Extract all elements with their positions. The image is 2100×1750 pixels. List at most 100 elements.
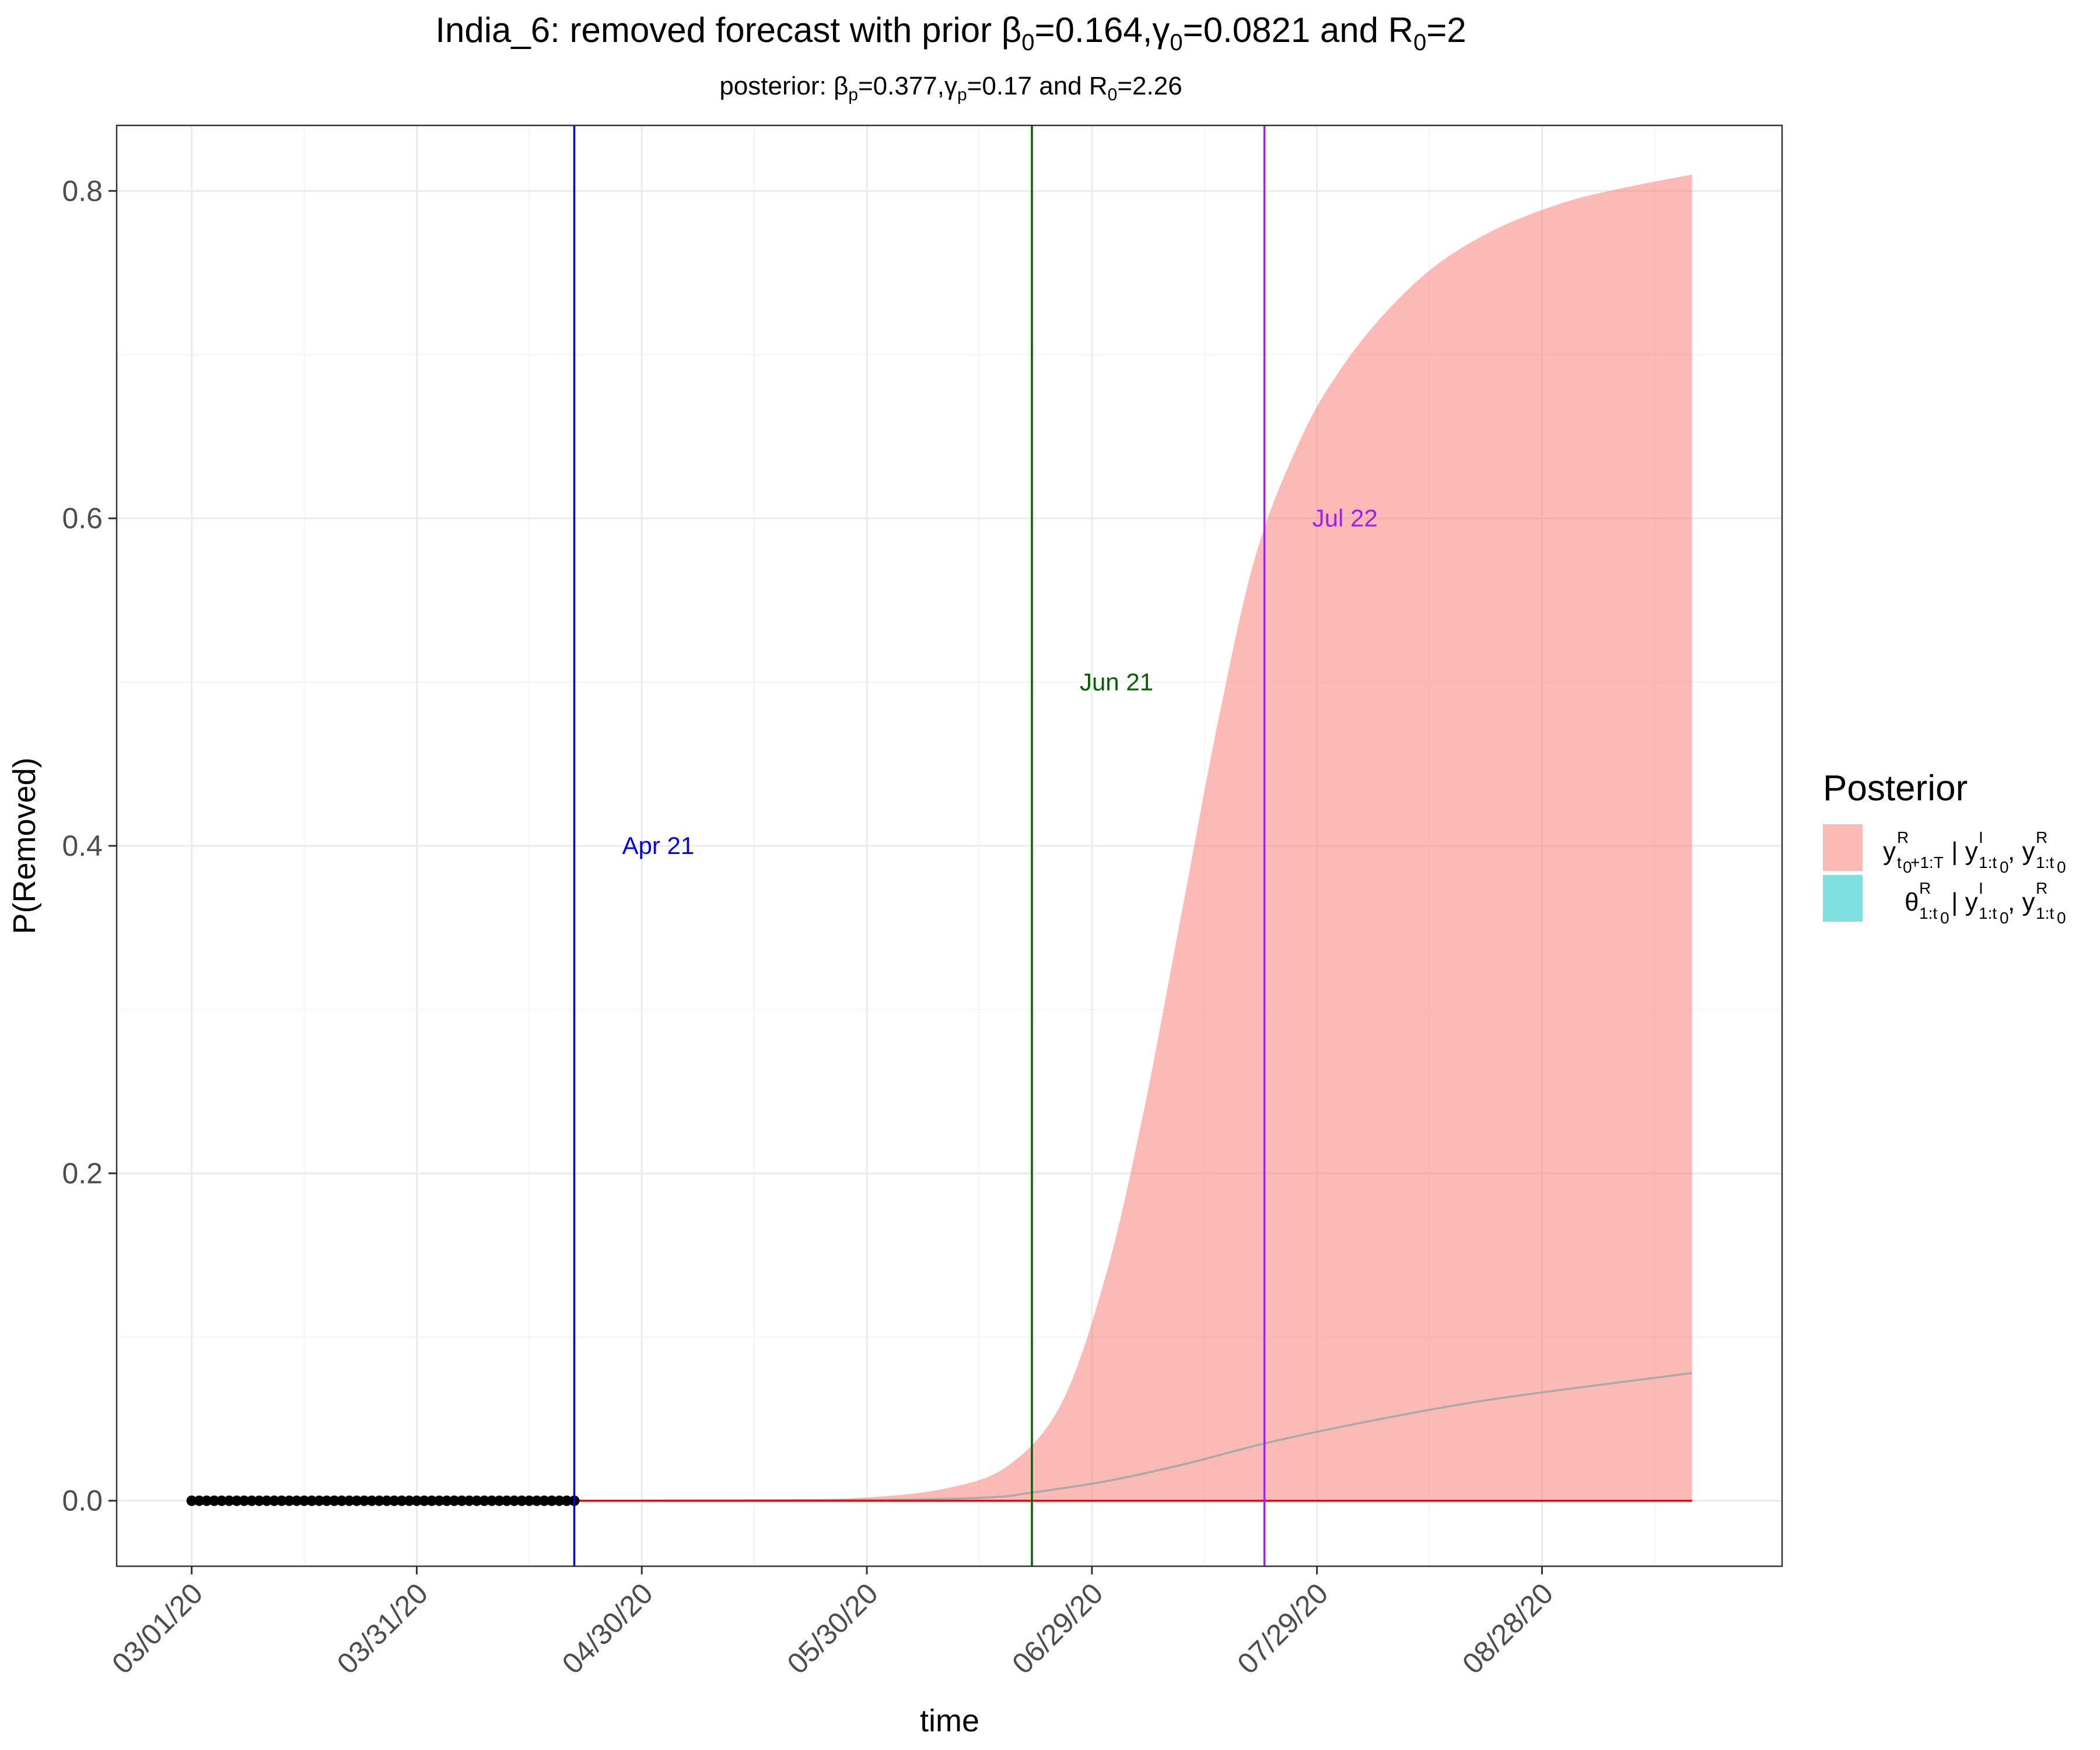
observed-point: [419, 1495, 430, 1506]
svg-text:0: 0: [2057, 858, 2066, 876]
observed-point: [359, 1495, 370, 1506]
observed-point: [246, 1495, 257, 1506]
forecast-band-layer: [574, 174, 1692, 1501]
observed-point: [231, 1495, 242, 1506]
observed-point: [209, 1495, 220, 1506]
svg-text:y: y: [1883, 837, 1896, 866]
svg-text:, y: , y: [2008, 888, 2035, 916]
svg-text:θ: θ: [1905, 888, 1919, 916]
svg-text:0: 0: [1940, 909, 1950, 927]
svg-text:+1:T: +1:T: [1910, 853, 1944, 872]
observed-point: [471, 1495, 482, 1506]
observed-point: [426, 1495, 438, 1506]
x-tick-label: 06/29/20: [1006, 1577, 1109, 1680]
vertical-lines-layer: Apr 21 Jun 21 Jul 22: [573, 125, 1378, 1566]
x-tick-label: 03/31/20: [331, 1577, 434, 1680]
observed-point: [404, 1495, 415, 1506]
observed-point: [284, 1495, 295, 1506]
svg-text:1:t: 1:t: [1979, 904, 1997, 922]
x-tick-label: 05/30/20: [781, 1577, 884, 1680]
vline-label-2: Jul 22: [1312, 505, 1378, 532]
observed-point: [516, 1495, 527, 1506]
svg-text:1:t: 1:t: [1979, 853, 1997, 872]
svg-text:R: R: [2036, 879, 2048, 897]
svg-text:| y: | y: [1951, 837, 1978, 866]
svg-text:R: R: [1897, 828, 1909, 846]
y-tick-label: 0.8: [62, 174, 103, 207]
observed-point: [351, 1495, 362, 1506]
svg-text:I: I: [1979, 879, 1983, 897]
observed-point: [539, 1495, 550, 1506]
svg-text:t: t: [1897, 853, 1902, 872]
x-tick-label: 03/01/20: [106, 1577, 209, 1680]
observed-point: [501, 1495, 512, 1506]
observed-point: [396, 1495, 407, 1506]
y-tick-label: 0.4: [62, 830, 103, 862]
svg-text:R: R: [1919, 879, 1931, 897]
observed-point: [254, 1495, 265, 1506]
observed-point: [464, 1495, 475, 1506]
observed-point: [194, 1495, 205, 1506]
forecast-band: [574, 174, 1692, 1501]
observed-point: [366, 1495, 377, 1506]
svg-text:1:t: 1:t: [2036, 904, 2054, 922]
observed-point: [314, 1495, 325, 1506]
observed-point: [524, 1495, 535, 1506]
y-tick-label: 0.2: [62, 1157, 103, 1189]
observed-point: [434, 1495, 444, 1506]
observed-point: [306, 1495, 317, 1506]
x-tick-label: 07/29/20: [1231, 1577, 1334, 1680]
svg-text:R: R: [2036, 828, 2048, 846]
observed-point: [201, 1495, 212, 1506]
svg-text:1:t: 1:t: [2036, 853, 2054, 872]
observed-point: [456, 1495, 467, 1506]
observed-point: [261, 1495, 272, 1506]
posterior-mean-line: [574, 1372, 1692, 1502]
observed-point: [388, 1495, 400, 1506]
y-axis-title: P(Removed): [7, 757, 42, 934]
svg-text:, y: , y: [2008, 837, 2035, 866]
observed-point: [487, 1495, 497, 1506]
legend-key-theta: [1823, 875, 1863, 922]
vline-label-1: Jun 21: [1080, 668, 1153, 695]
observed-point: [276, 1495, 287, 1506]
observed-point: [561, 1495, 572, 1506]
legend: Posterior y R t 0 +1:T | y I 1:t 0 , y R…: [1823, 768, 2066, 927]
legend-key-forecast: [1823, 824, 1863, 871]
svg-text:0: 0: [1903, 858, 1912, 876]
y-tick-label: 0.0: [62, 1485, 103, 1517]
axis-ticks: [108, 190, 1543, 1574]
observed-point: [216, 1495, 227, 1506]
observed-point: [239, 1495, 250, 1506]
observed-point: [509, 1495, 520, 1506]
x-tick-labels: 03/01/20 03/31/20 04/30/20 05/30/20 06/29/20…: [106, 1577, 1559, 1680]
observed-point: [494, 1495, 505, 1506]
observed-point: [321, 1495, 332, 1506]
observed-point: [531, 1495, 542, 1506]
observed-points-layer: [186, 1495, 580, 1506]
y-tick-labels: 0.0 0.2 0.4 0.6 0.8: [62, 174, 103, 1517]
observed-point: [299, 1495, 310, 1506]
legend-label-theta: θ R 1:t 0 | y I 1:t 0 , y R 1:t 0: [1905, 879, 2066, 927]
vline-label-0: Apr 21: [622, 832, 694, 859]
chart-title: India_6: removed forecast with prior β0=…: [435, 10, 1466, 55]
svg-text:I: I: [1979, 828, 1983, 846]
observed-point: [449, 1495, 460, 1506]
observed-point: [269, 1495, 280, 1506]
observed-point: [336, 1495, 347, 1506]
svg-text:0: 0: [2057, 909, 2066, 927]
observed-point: [546, 1495, 557, 1506]
observed-point: [411, 1495, 422, 1506]
svg-text:0: 0: [2000, 909, 2009, 927]
observed-point: [291, 1495, 302, 1506]
observed-point: [479, 1495, 490, 1506]
legend-label-forecast: y R t 0 +1:T | y I 1:t 0 , y R 1:t 0: [1883, 828, 2066, 876]
observed-point: [441, 1495, 452, 1506]
chart-subtitle: posterior: βp=0.377,γp=0.17 and R0=2.26: [719, 72, 1182, 104]
svg-text:1:t: 1:t: [1919, 904, 1937, 922]
lines-layer: [574, 1372, 1692, 1502]
observed-point: [223, 1495, 235, 1506]
x-tick-label: 04/30/20: [556, 1577, 659, 1680]
svg-text:| y: | y: [1951, 888, 1978, 916]
